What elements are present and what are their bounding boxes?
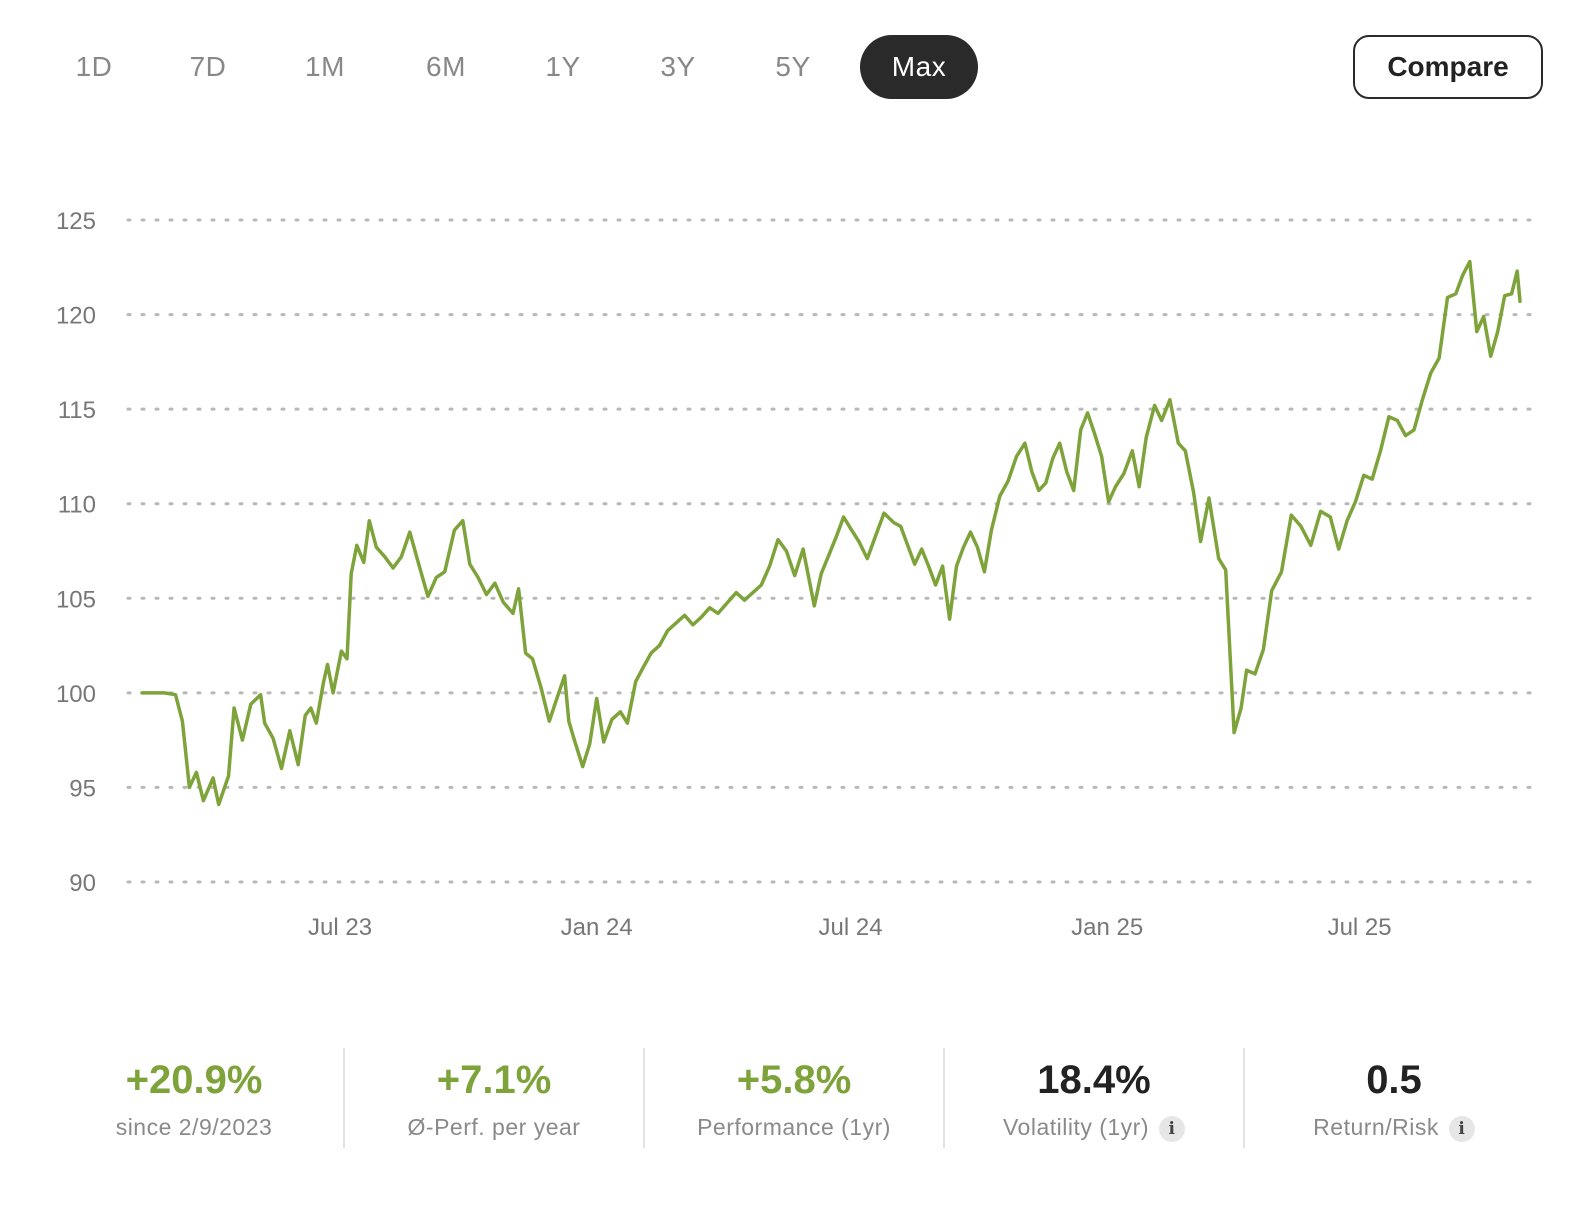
stat-annual-performance-value: +7.1% — [436, 1058, 552, 1102]
x-tick-label: Jul 23 — [308, 914, 372, 941]
info-icon[interactable]: i — [1159, 1115, 1186, 1142]
y-tick-label: 115 — [58, 397, 96, 424]
info-icon[interactable]: i — [1448, 1115, 1475, 1142]
range-tab-6m[interactable]: 6M — [426, 51, 466, 82]
stat-return-risk-value: 0.5 — [1366, 1058, 1422, 1102]
y-tick-label: 100 — [56, 681, 96, 708]
compare-button[interactable]: Compare — [1353, 35, 1543, 99]
y-tick-label: 120 — [56, 303, 96, 330]
x-tick-label: Jul 24 — [819, 914, 883, 941]
stat-volatility-value: 18.4% — [1037, 1058, 1151, 1102]
performance-chart-svg: 125 120 115 110 105 100 95 90 Jul 23 Jan 24 Jul 24… — [56, 208, 1536, 941]
x-tick-label: Jul 25 — [1328, 914, 1392, 941]
range-tab-3y[interactable]: 3Y — [660, 51, 696, 82]
stat-divider — [943, 1048, 945, 1148]
stat-return-risk-label: Return/Risk — [1313, 1114, 1439, 1140]
y-tick-label: 95 — [69, 775, 96, 802]
range-tab-1m[interactable]: 1M — [305, 51, 345, 82]
stats-bar: +20.9% since 2/9/2023 +7.1% Ø-Perf. per … — [44, 1048, 1544, 1148]
stat-annual-performance: +7.1% Ø-Perf. per year — [344, 1048, 644, 1148]
x-tick-label: Jan 24 — [561, 914, 633, 941]
stat-divider — [343, 1048, 345, 1148]
stat-annual-performance-label: Ø-Perf. per year — [407, 1114, 581, 1140]
time-range-selector: 1D 7D 1M 6M 1Y 3Y 5Y Max Compare — [0, 0, 1574, 130]
range-tab-1d[interactable]: 1D — [75, 51, 113, 82]
stat-volatility: 18.4% Volatility (1yr) i — [944, 1048, 1244, 1148]
range-tab-7d[interactable]: 7D — [189, 51, 227, 82]
stat-volatility-label: Volatility (1yr) — [1002, 1114, 1150, 1140]
stat-total-return-value: +20.9% — [125, 1058, 263, 1102]
stat-divider — [643, 1048, 645, 1148]
range-tab-max[interactable]: Max — [860, 35, 978, 99]
y-tick-label: 105 — [56, 586, 96, 613]
stat-total-return: +20.9% since 2/9/2023 — [44, 1048, 344, 1148]
x-tick-label: Jan 25 — [1071, 914, 1143, 941]
range-tab-1y[interactable]: 1Y — [545, 51, 581, 82]
stat-volatility-label-row: Volatility (1yr) i — [944, 1110, 1244, 1144]
y-tick-label: 90 — [69, 870, 96, 897]
stat-performance-1yr: +5.8% Performance (1yr) — [644, 1048, 944, 1148]
y-tick-label: 110 — [58, 492, 96, 519]
stat-return-risk: 0.5 Return/Risk i — [1244, 1048, 1544, 1148]
stat-return-risk-label-row: Return/Risk i — [1244, 1110, 1544, 1144]
y-tick-label: 125 — [56, 208, 96, 235]
stat-total-return-label: since 2/9/2023 — [115, 1114, 273, 1140]
stat-divider — [1243, 1048, 1245, 1148]
performance-chart: 125 120 115 110 105 100 95 90 Jul 23 Jan 24 Jul 24… — [0, 180, 1574, 980]
stat-performance-1yr-label: Performance (1yr) — [697, 1114, 891, 1140]
range-tab-5y[interactable]: 5Y — [775, 51, 811, 82]
series-line — [140, 259, 1522, 807]
stat-performance-1yr-value: +5.8% — [736, 1058, 852, 1102]
